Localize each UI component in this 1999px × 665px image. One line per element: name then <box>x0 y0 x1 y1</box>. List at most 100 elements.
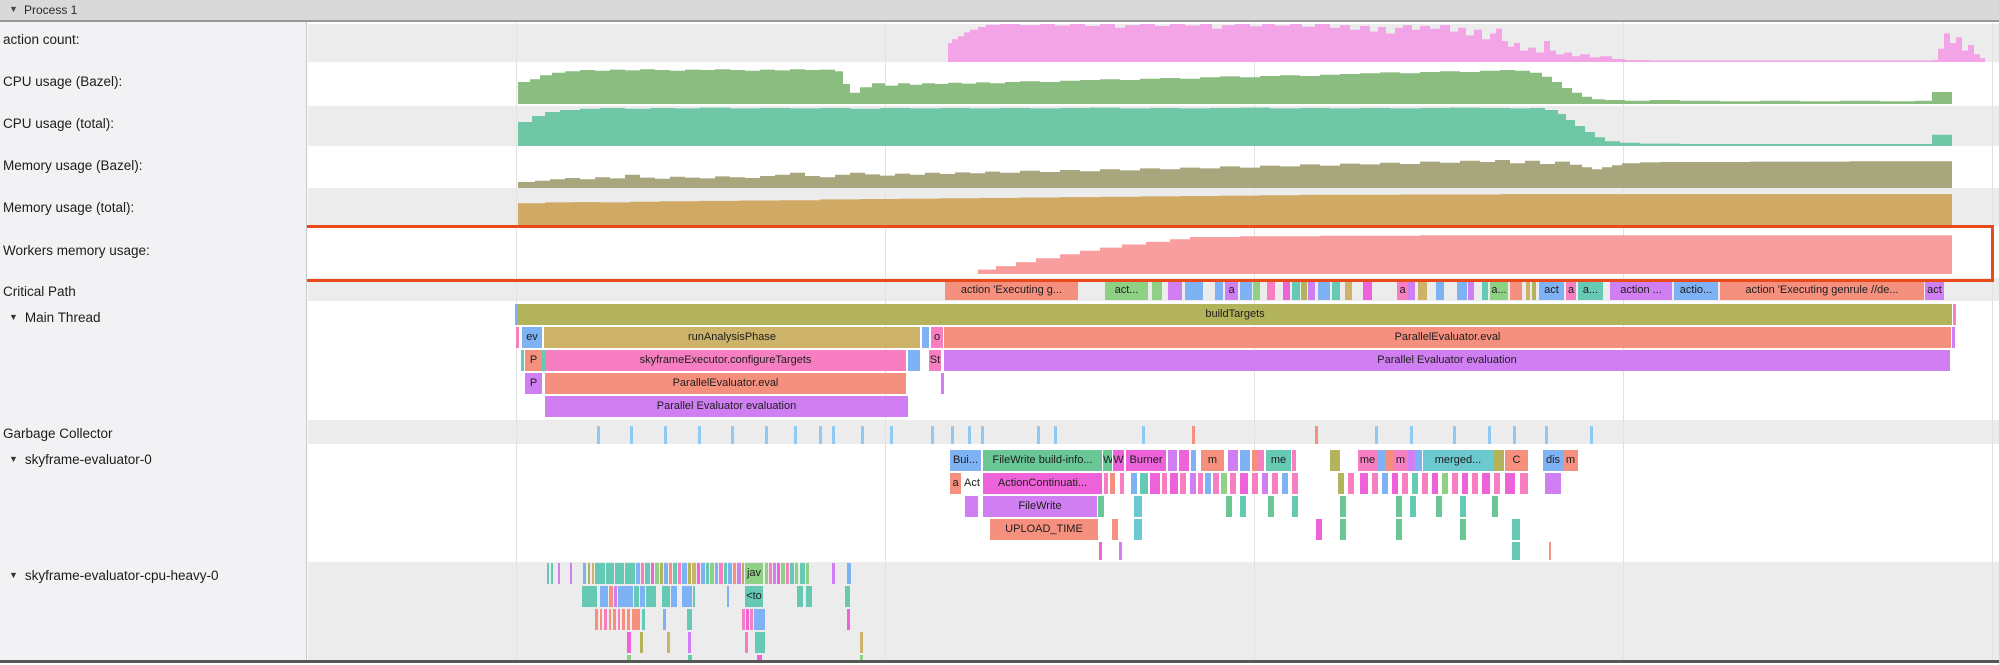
skyframe-evaluator-cpu-heavy-0-block[interactable] <box>733 563 736 584</box>
gc-tick[interactable] <box>1142 426 1145 444</box>
skyframe-evaluator-cpu-heavy-0-block[interactable] <box>765 563 768 584</box>
skyframe-evaluator-0-block[interactable] <box>1392 473 1398 494</box>
gc-tick[interactable] <box>951 426 954 444</box>
gc-tick[interactable] <box>1513 426 1516 444</box>
critical-path-block[interactable] <box>1408 280 1415 300</box>
counter-chart-workers-memory-usage[interactable] <box>978 235 1952 274</box>
main-thread-block[interactable] <box>542 350 545 371</box>
skyframe-evaluator-cpu-heavy-0-block[interactable] <box>860 655 863 662</box>
skyframe-evaluator-0-block[interactable] <box>1190 473 1196 494</box>
gc-tick-salmon[interactable] <box>1315 426 1318 444</box>
skyframe-evaluator-0-block[interactable] <box>1338 473 1344 494</box>
skyframe-evaluator-cpu-heavy-0-block[interactable] <box>781 563 785 584</box>
skyframe-evaluator-cpu-heavy-0-block[interactable] <box>627 609 630 630</box>
skyframe-evaluator-0-block[interactable] <box>1382 473 1388 494</box>
collapse-triangle-icon[interactable]: ▼ <box>9 4 18 14</box>
skyframe-evaluator-0-block[interactable] <box>1262 473 1268 494</box>
skyframe-evaluator-0-block[interactable] <box>1415 450 1422 471</box>
critical-path-block[interactable]: act... <box>1105 280 1148 300</box>
skyframe-evaluator-0-block[interactable]: UPLOAD_TIME <box>990 519 1098 540</box>
skyframe-evaluator-0-block[interactable] <box>1462 473 1468 494</box>
critical-path-block[interactable] <box>1468 280 1474 300</box>
main-thread-block[interactable] <box>1953 304 1956 325</box>
skyframe-evaluator-0-block[interactable]: Act <box>964 477 980 489</box>
skyframe-evaluator-cpu-heavy-0-block[interactable] <box>706 563 709 584</box>
critical-path-block[interactable] <box>1308 280 1315 300</box>
skyframe-evaluator-0-block[interactable] <box>1385 450 1393 471</box>
skyframe-evaluator-0-block[interactable] <box>1213 473 1219 494</box>
critical-path-block[interactable] <box>1532 280 1536 300</box>
skyframe-evaluator-0-block[interactable] <box>1272 473 1278 494</box>
skyframe-evaluator-0-block[interactable] <box>1131 473 1137 494</box>
skyframe-evaluator-cpu-heavy-0-block[interactable] <box>669 563 672 584</box>
skyframe-evaluator-0-block[interactable] <box>1170 473 1178 494</box>
skyframe-evaluator-0-block[interactable] <box>1436 496 1442 517</box>
critical-path-block[interactable] <box>1363 280 1372 300</box>
skyframe-evaluator-cpu-heavy-0-block[interactable] <box>664 563 668 584</box>
skyframe-evaluator-0-block[interactable]: me <box>1358 450 1377 471</box>
skyframe-evaluator-0-block[interactable] <box>1512 542 1520 560</box>
main-thread-block[interactable]: skyframeExecutor.configureTargets <box>545 350 906 371</box>
gc-tick[interactable] <box>819 426 822 444</box>
skyframe-evaluator-cpu-heavy-0-block[interactable] <box>701 563 705 584</box>
skyframe-evaluator-0-block[interactable] <box>1240 450 1250 471</box>
skyframe-evaluator-0-block[interactable]: m <box>1393 450 1408 471</box>
skyframe-evaluator-cpu-heavy-0-block[interactable] <box>786 563 789 584</box>
critical-path-block[interactable] <box>1318 280 1330 300</box>
skyframe-evaluator-cpu-heavy-0-block[interactable] <box>640 586 645 607</box>
skyframe-evaluator-cpu-heavy-0-block[interactable] <box>800 563 805 584</box>
skyframe-evaluator-0-block[interactable] <box>1408 450 1415 471</box>
skyframe-evaluator-0-block[interactable] <box>1492 496 1498 517</box>
skyframe-evaluator-0-block[interactable]: Bui... <box>950 450 981 471</box>
skyframe-evaluator-0-block[interactable] <box>1240 473 1248 494</box>
skyframe-evaluator-cpu-heavy-0-block[interactable] <box>582 586 597 607</box>
skyframe-evaluator-0-block[interactable]: merged... <box>1423 450 1493 471</box>
gc-tick[interactable] <box>968 426 971 444</box>
skyframe-evaluator-cpu-heavy-0-block[interactable] <box>750 609 753 630</box>
skyframe-evaluator-0-block[interactable] <box>1330 450 1340 471</box>
skyframe-evaluator-0-block[interactable]: ActionContinuati... <box>983 473 1102 494</box>
skyframe-evaluator-0-block[interactable] <box>1512 519 1520 540</box>
skyframe-evaluator-cpu-heavy-0-block[interactable] <box>847 609 850 630</box>
gc-tick[interactable] <box>1375 426 1378 444</box>
skyframe-evaluator-cpu-heavy-0-block[interactable]: jav <box>745 563 763 584</box>
critical-path-block[interactable] <box>1253 280 1260 300</box>
skyframe-evaluator-cpu-heavy-0-block[interactable] <box>697 563 700 584</box>
critical-path-block[interactable]: a... <box>1490 280 1508 300</box>
main-thread-block[interactable] <box>922 327 929 348</box>
skyframe-evaluator-cpu-heavy-0-block[interactable] <box>746 609 749 630</box>
skyframe-evaluator-0-block[interactable] <box>1228 450 1238 471</box>
critical-path-block[interactable]: a <box>1397 280 1408 300</box>
critical-path-block[interactable]: a <box>1566 280 1576 300</box>
skyframe-evaluator-0-block[interactable] <box>1460 496 1466 517</box>
skyframe-evaluator-0-block[interactable] <box>1191 450 1196 471</box>
skyframe-evaluator-cpu-heavy-0-block[interactable] <box>663 609 666 630</box>
skyframe-evaluator-cpu-heavy-0-block[interactable] <box>678 563 681 584</box>
skyframe-evaluator-0-block[interactable] <box>1402 473 1408 494</box>
skyframe-evaluator-0-block[interactable] <box>1348 473 1354 494</box>
gc-tick[interactable] <box>664 426 667 444</box>
critical-path-block[interactable] <box>1240 280 1252 300</box>
critical-path-block[interactable]: actio... <box>1674 280 1718 300</box>
skyframe-evaluator-cpu-heavy-0-block[interactable] <box>642 609 645 630</box>
skyframe-evaluator-cpu-heavy-0-block[interactable] <box>600 586 608 607</box>
skyframe-evaluator-cpu-heavy-0-block[interactable] <box>682 563 687 584</box>
skyframe-evaluator-cpu-heavy-0-block[interactable] <box>660 563 663 584</box>
skyframe-evaluator-0-block[interactable] <box>1396 496 1402 517</box>
skyframe-evaluator-0-block[interactable] <box>1372 473 1378 494</box>
skyframe-evaluator-0-block[interactable] <box>1482 473 1490 494</box>
gc-tick[interactable] <box>1488 426 1491 444</box>
skyframe-evaluator-cpu-heavy-0-block[interactable] <box>728 563 732 584</box>
skyframe-evaluator-cpu-heavy-0-block[interactable] <box>742 563 744 584</box>
skyframe-evaluator-cpu-heavy-0-block[interactable] <box>615 563 624 584</box>
main-thread-block[interactable] <box>1952 327 1955 348</box>
skyframe-evaluator-0-block[interactable]: me <box>1266 450 1291 471</box>
skyframe-evaluator-0-block[interactable] <box>1268 496 1274 517</box>
gc-tick[interactable] <box>1453 426 1456 444</box>
gc-tick[interactable] <box>630 426 633 444</box>
skyframe-evaluator-cpu-heavy-0-block[interactable] <box>558 563 560 584</box>
main-thread-block[interactable]: buildTargets <box>518 304 1952 325</box>
skyframe-evaluator-0-block[interactable] <box>1230 473 1236 494</box>
skyframe-evaluator-0-block[interactable] <box>1520 473 1528 494</box>
skyframe-evaluator-cpu-heavy-0-block[interactable] <box>671 586 677 607</box>
